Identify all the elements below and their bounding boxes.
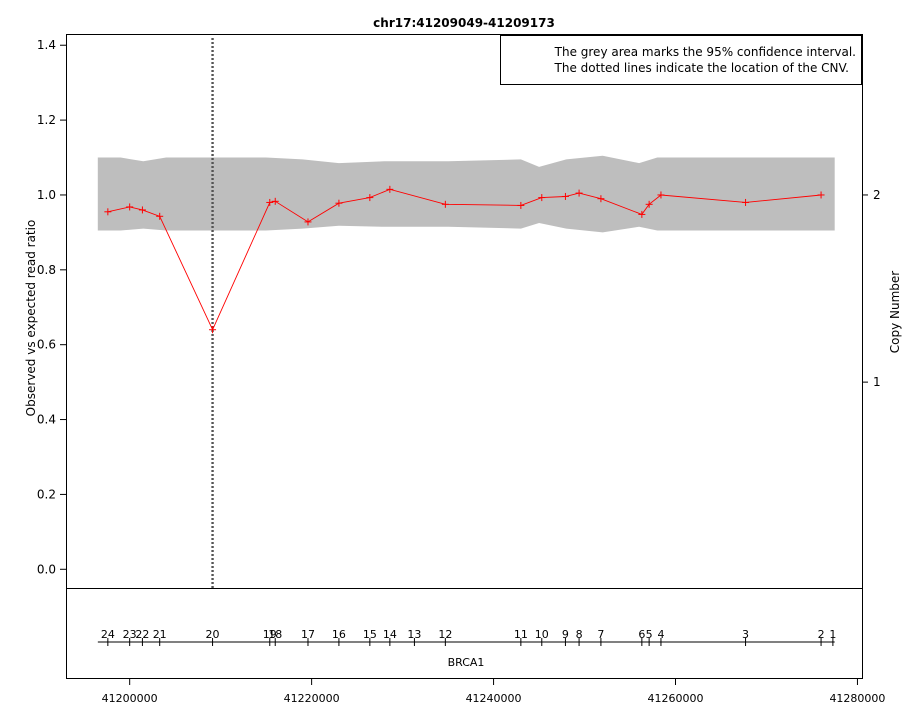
exon-label: 6 <box>638 628 645 641</box>
series-layer <box>104 185 825 334</box>
exon-label: 11 <box>514 628 528 641</box>
data-point <box>304 218 312 226</box>
x-tick-label: 41220000 <box>284 692 340 705</box>
data-point <box>156 212 164 220</box>
data-point <box>517 201 525 209</box>
y-axis-label: Observed vs expected read ratio <box>24 220 38 417</box>
chart-title: chr17:41209049-41209173 <box>373 16 555 30</box>
data-point <box>335 199 343 207</box>
y-tick-label: 0.0 <box>37 562 56 576</box>
legend-line-1: The grey area marks the 95% confidence i… <box>554 45 856 59</box>
y-tick-label: 1.0 <box>37 188 56 202</box>
x-axis: 41200000 41220000 41240000 41260000 41280000 <box>102 679 885 705</box>
x-tick-label: 41200000 <box>102 692 158 705</box>
x-tick-label: 41280000 <box>829 692 885 705</box>
plot-frame <box>66 34 863 589</box>
data-point <box>597 195 605 203</box>
exon-label: 3 <box>742 628 749 641</box>
legend-box <box>500 35 862 85</box>
confidence-interval-band <box>97 155 835 233</box>
exon-label: 16 <box>332 628 346 641</box>
y-axis: 0.0 0.2 0.4 0.6 0.8 1.0 1.2 1.4 <box>37 38 66 576</box>
data-point <box>638 210 646 218</box>
y2-tick-label: 2 <box>873 188 881 202</box>
exon-label: 21 <box>153 628 167 641</box>
exon-label: 14 <box>383 628 397 641</box>
data-point <box>266 198 274 206</box>
series-line <box>107 188 822 331</box>
exon-label: 10 <box>535 628 549 641</box>
y2-tick-label: 1 <box>873 375 881 389</box>
exon-label: 20 <box>206 628 220 641</box>
gene-label: BRCA1 <box>448 656 485 669</box>
y-tick-label: 0.8 <box>37 263 56 277</box>
exon-label: 22 <box>135 628 149 641</box>
confidence-band-layer <box>97 155 835 233</box>
data-point <box>104 208 112 216</box>
x-tick-label: 41240000 <box>466 692 522 705</box>
y2-axis: 12 <box>862 188 881 389</box>
exon-label: 23 <box>123 628 137 641</box>
data-point <box>645 200 653 208</box>
data-point <box>271 197 279 205</box>
exon-label: 4 <box>657 628 664 641</box>
legend-line-2: The dotted lines indicate the location o… <box>554 61 849 75</box>
data-point <box>126 203 134 211</box>
data-point <box>441 200 449 208</box>
exon-label: 2 <box>818 628 825 641</box>
exon-label: 5 <box>646 628 653 641</box>
y-tick-label: 0.2 <box>37 487 56 501</box>
data-point <box>138 206 146 214</box>
exon-label: 17 <box>301 628 315 641</box>
data-point <box>817 191 825 199</box>
exon-label: 18 <box>268 628 282 641</box>
exon-label: 12 <box>438 628 452 641</box>
y-tick-label: 1.4 <box>37 38 56 52</box>
exon-label: 13 <box>407 628 421 641</box>
exon-label: 19 <box>263 628 277 641</box>
x-tick-label: 41260000 <box>648 692 704 705</box>
legend: The grey area marks the 95% confidence i… <box>500 35 862 85</box>
data-point <box>561 192 569 200</box>
y-tick-label: 0.6 <box>37 338 56 352</box>
y-tick-label: 0.4 <box>37 413 56 427</box>
exon-label: 15 <box>363 628 377 641</box>
exon-label: 9 <box>562 628 569 641</box>
y-tick-label: 1.2 <box>37 113 56 127</box>
exon-label: 1 <box>829 628 836 641</box>
data-point <box>386 185 394 193</box>
data-point <box>575 189 583 197</box>
exon-label: 7 <box>597 628 604 641</box>
gene-track-frame <box>66 588 863 679</box>
y2-axis-label: Copy Number <box>888 271 902 354</box>
data-point <box>657 191 665 199</box>
exon-label: 8 <box>576 628 583 641</box>
data-point <box>538 194 546 202</box>
data-point <box>366 194 374 202</box>
data-point <box>742 198 750 206</box>
data-point <box>209 326 217 334</box>
exon-label: 24 <box>101 628 115 641</box>
